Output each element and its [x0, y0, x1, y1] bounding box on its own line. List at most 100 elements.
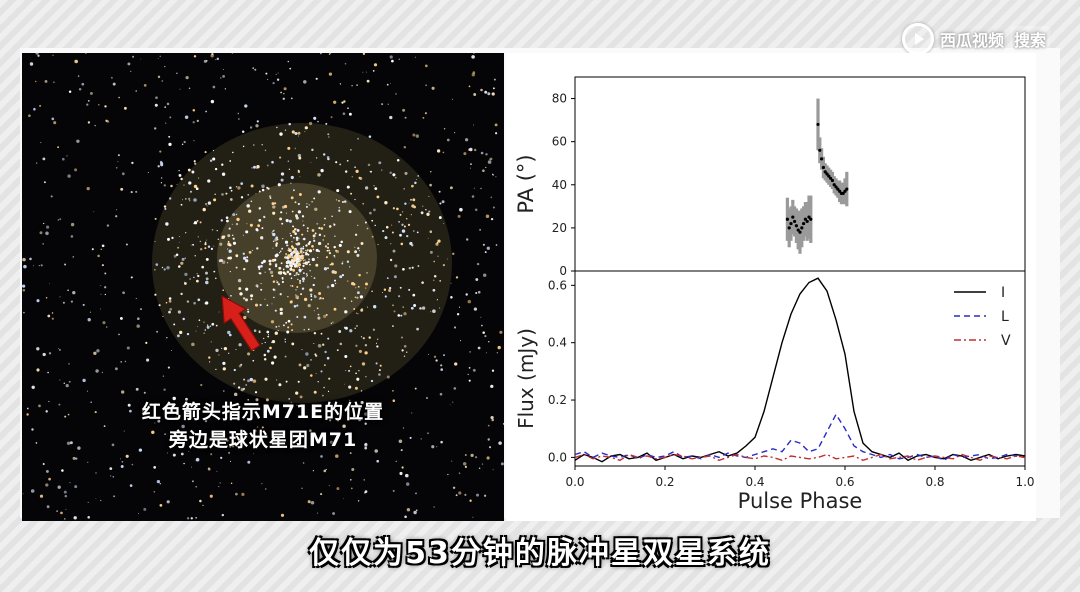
- cluster-star: [267, 334, 270, 336]
- cluster-star: [295, 215, 298, 218]
- cluster-star: [318, 227, 321, 230]
- cluster-star: [302, 251, 305, 254]
- cluster-star: [288, 247, 290, 249]
- cluster-star: [298, 156, 302, 160]
- cluster-star: [334, 282, 337, 285]
- star: [364, 491, 366, 494]
- cluster-star: [302, 247, 305, 250]
- star: [440, 440, 443, 444]
- cluster-star: [306, 264, 308, 266]
- star: [218, 311, 220, 313]
- cluster-star: [197, 274, 200, 278]
- star: [475, 292, 478, 294]
- star: [458, 306, 461, 308]
- star: [242, 387, 246, 391]
- star: [378, 161, 382, 165]
- star: [158, 304, 161, 307]
- cluster-star: [333, 307, 337, 311]
- star: [374, 449, 378, 453]
- star: [289, 67, 292, 70]
- star: [447, 473, 449, 476]
- cluster-star: [404, 202, 407, 205]
- star: [400, 336, 404, 339]
- star: [431, 86, 435, 90]
- cluster-star: [232, 241, 237, 245]
- cluster-star: [346, 159, 349, 162]
- star: [220, 456, 223, 460]
- star: [403, 344, 407, 348]
- star: [464, 493, 467, 496]
- star: [277, 434, 281, 438]
- star: [233, 382, 236, 385]
- star: [165, 122, 167, 124]
- cluster-star: [315, 157, 318, 159]
- star: [99, 308, 101, 310]
- star: [227, 234, 231, 238]
- star: [229, 198, 233, 201]
- cluster-star: [413, 304, 417, 307]
- cluster-star: [250, 200, 253, 203]
- cluster-star: [269, 197, 272, 199]
- cluster-star: [282, 237, 284, 240]
- cluster-star: [305, 253, 307, 256]
- pa-point: [791, 215, 795, 219]
- star: [101, 244, 105, 248]
- cluster-star: [310, 374, 313, 377]
- star: [280, 172, 285, 176]
- star: [29, 257, 32, 261]
- cluster-star: [368, 135, 372, 138]
- cluster-star: [163, 205, 167, 208]
- star: [390, 224, 393, 226]
- cluster-star: [210, 247, 213, 250]
- star: [223, 68, 225, 70]
- cluster-star: [349, 365, 352, 368]
- pa-point: [805, 219, 809, 224]
- star: [253, 453, 255, 455]
- cluster-star: [296, 286, 299, 288]
- star: [277, 283, 281, 286]
- star-cluster-photo: 红色箭头指示M71E的位置 旁边是球状星团M71: [22, 53, 504, 521]
- cluster-star: [228, 333, 232, 337]
- star: [440, 368, 444, 371]
- cluster-star: [318, 292, 322, 295]
- cluster-star: [266, 349, 270, 353]
- star: [302, 220, 304, 222]
- star: [176, 183, 178, 185]
- cluster-star: [262, 259, 266, 263]
- star: [411, 184, 414, 188]
- star: [416, 178, 418, 180]
- star: [364, 442, 368, 446]
- star: [210, 99, 215, 104]
- star: [209, 159, 213, 162]
- cluster-star: [251, 249, 253, 251]
- cluster-star: [235, 266, 238, 269]
- star: [112, 476, 115, 478]
- star: [317, 512, 318, 514]
- cluster-star: [242, 297, 246, 300]
- cluster-star: [301, 277, 305, 281]
- cluster-star: [346, 185, 350, 189]
- star: [72, 456, 76, 460]
- star: [53, 121, 57, 125]
- cluster-star: [248, 251, 252, 254]
- star: [364, 186, 369, 190]
- star: [132, 55, 135, 58]
- star: [323, 314, 327, 318]
- star: [154, 269, 156, 271]
- cluster-star: [296, 257, 300, 261]
- cluster-star: [294, 131, 298, 136]
- star: [453, 326, 457, 329]
- cluster-star: [261, 188, 265, 192]
- star: [438, 190, 441, 193]
- cluster-star: [288, 168, 291, 170]
- star: [47, 371, 49, 374]
- star: [454, 132, 456, 134]
- star: [362, 71, 364, 73]
- cluster-star: [317, 257, 319, 259]
- star: [492, 206, 495, 209]
- star: [335, 454, 339, 458]
- cluster-star: [257, 265, 261, 269]
- cluster-star: [271, 274, 274, 277]
- star: [471, 55, 475, 59]
- star: [356, 84, 358, 86]
